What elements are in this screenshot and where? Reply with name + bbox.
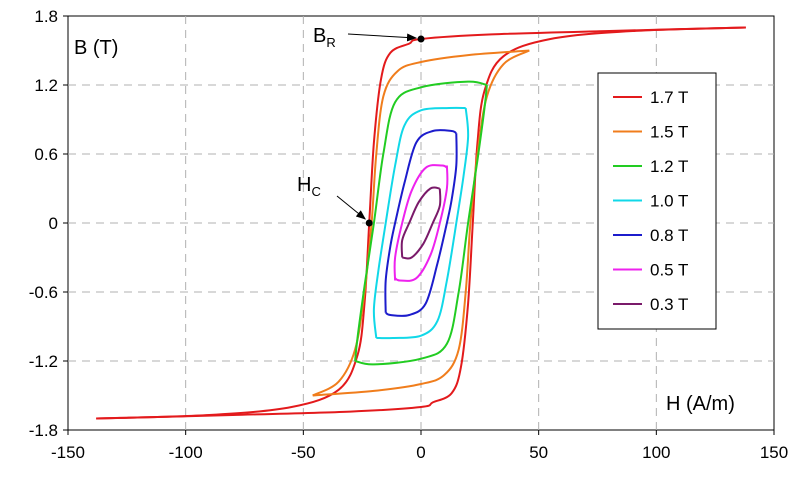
y-tick-label: -1.8 — [29, 421, 58, 440]
loop-upper-branch — [384, 129, 457, 313]
series-1-2-tloop — [354, 80, 488, 366]
br-point — [417, 35, 425, 43]
y-tick-label: -0.6 — [29, 283, 58, 302]
y-tick-label: 1.8 — [34, 7, 58, 26]
x-tick-label: -150 — [51, 443, 85, 462]
loop-upper-branch — [393, 164, 448, 281]
x-tick-label: 150 — [760, 443, 788, 462]
y-tick-label: 0 — [49, 214, 58, 233]
x-tick-label: 100 — [642, 443, 670, 462]
tick-labels: -150 -100 -50 0 50 100 150 -1.8 -1.2 -0.6 0 0.6 1.2 1… — [29, 7, 788, 462]
loop-lower-branch — [312, 49, 530, 397]
loop-lower-branch — [385, 133, 458, 317]
series-1-0-tloop — [372, 106, 470, 340]
hysteresis-curves — [96, 26, 746, 420]
legend: 1.7 T 1.5 T 1.2 T 1.0 T 0.8 T 0.5 T 0.3 T — [597, 72, 717, 330]
loop-lower-branch — [96, 26, 746, 420]
br-label: BR — [313, 25, 336, 50]
series-1-5-tloop — [312, 49, 530, 397]
series-1-7-tloop — [96, 26, 746, 420]
y-tick-label: 0.6 — [34, 145, 58, 164]
loop-lower-branch — [354, 84, 488, 366]
y-axis-title: B (T) — [74, 37, 118, 59]
y-tick-label: -1.2 — [29, 352, 58, 371]
legend-label: 1.5 T — [650, 123, 688, 142]
legend-label: 0.5 T — [650, 261, 688, 280]
loop-upper-branch — [354, 80, 488, 362]
x-tick-label: -100 — [169, 443, 203, 462]
x-axis-title: H (A/m) — [666, 393, 735, 415]
hc-label: HC — [297, 174, 321, 199]
series-0-3-tloop — [400, 186, 442, 260]
legend-label: 0.8 T — [650, 226, 688, 245]
loop-upper-branch — [96, 26, 746, 420]
loop-upper-branch — [372, 106, 466, 339]
x-tick-label: 50 — [529, 443, 548, 462]
x-tick-label: 0 — [416, 443, 425, 462]
loop-upper-branch — [400, 186, 440, 258]
legend-label: 1.0 T — [650, 192, 688, 211]
hc-point — [365, 219, 373, 227]
series-0-8-tloop — [384, 129, 458, 317]
y-tick-label: 1.2 — [34, 76, 58, 95]
legend-label: 1.7 T — [650, 88, 688, 107]
hc-arrow — [336, 195, 367, 220]
br-arrow — [347, 33, 417, 42]
loop-upper-branch — [312, 49, 530, 397]
loop-lower-branch — [394, 165, 449, 282]
legend-label: 1.2 T — [650, 157, 688, 176]
annotation-markers: BR HC — [297, 25, 425, 227]
series-0-5-tloop — [393, 164, 449, 282]
loop-lower-branch — [376, 107, 470, 340]
legend-label: 0.3 T — [650, 295, 688, 314]
x-tick-label: -50 — [291, 443, 316, 462]
loop-lower-branch — [402, 188, 442, 260]
